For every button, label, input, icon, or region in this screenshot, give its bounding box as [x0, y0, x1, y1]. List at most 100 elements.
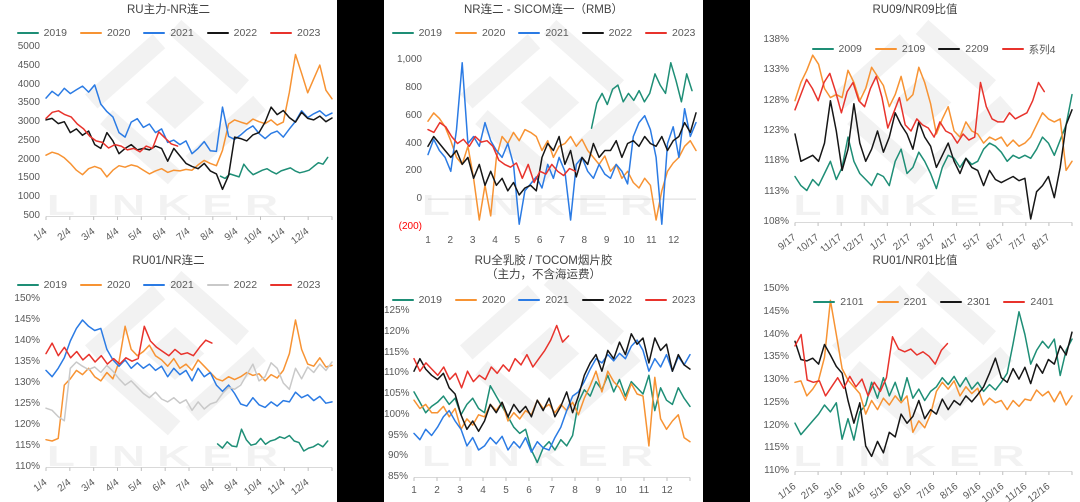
y-axis-tick-label: 145% — [14, 314, 40, 325]
y-axis-tick-label: 118% — [764, 155, 789, 167]
legend-item: 2020 — [79, 279, 130, 291]
legend-item: 2009 — [811, 43, 862, 55]
x-axis-tick-label: 12 — [668, 235, 680, 246]
y-axis-tick-label: 123% — [763, 125, 789, 136]
y-axis-tick-label: 125% — [14, 398, 40, 409]
x-axis-tick-label: 4 — [492, 235, 498, 246]
legend-item: 2209 — [938, 43, 989, 55]
plot-area — [45, 53, 333, 220]
legend-swatch — [143, 31, 166, 35]
plot-area — [427, 62, 697, 225]
chart-title: RU01/NR01比值 — [872, 255, 958, 267]
legend-item: 2023 — [270, 279, 320, 291]
y-axis-tick-label: 3000 — [17, 116, 40, 128]
legend-item: 2022 — [206, 27, 257, 39]
y-axis-tick-label: 130% — [763, 374, 789, 385]
y-axis-tick-label: 90% — [387, 450, 408, 462]
x-axis-tick-label: 11 — [638, 485, 650, 496]
legend-swatch — [270, 31, 293, 35]
legend-swatch — [206, 31, 229, 35]
series-line-2023 — [45, 110, 179, 153]
series-line-2020 — [427, 112, 697, 221]
legend-swatch — [518, 31, 541, 35]
x-axis-tick-label: 7 — [559, 235, 565, 246]
x-axis-tick-label: 4 — [480, 485, 486, 496]
legend-item: 2020 — [454, 27, 506, 39]
chart-title-box: RU全乳胶 / TOCOM烟片胶 （主力，不含海运费） — [384, 254, 703, 282]
legend-item: 2023 — [645, 294, 695, 306]
legend-item: 2201 — [876, 296, 927, 308]
legend-item: 2301 — [940, 296, 990, 308]
y-axis-tick-label: 125% — [384, 305, 410, 316]
chart-ru01-nr01-ratio: RU01/NR01比值 2101 2201 2301 2401 LINKER 150% 1… — [750, 251, 1080, 502]
legend-item: 2401 — [1003, 296, 1054, 308]
legend-label: 2020 — [481, 27, 506, 39]
series-line-2021 — [413, 339, 691, 453]
y-axis-tick-label: 115% — [384, 346, 409, 358]
x-axis-tick-label: 1 — [425, 235, 431, 246]
legend-label: 2022 — [608, 27, 633, 39]
y-axis-tick-label: 128% — [763, 94, 789, 106]
legend-label: 2023 — [672, 27, 696, 39]
legend-item: 2022 — [581, 294, 632, 306]
legend-swatch — [1003, 300, 1026, 304]
series-line-2022 — [45, 106, 333, 191]
series-line-2022 — [45, 361, 333, 422]
legend-item: 2021 — [518, 27, 569, 39]
y-axis-tick-label: 138% — [763, 34, 789, 45]
legend-label: 2101 — [840, 296, 864, 308]
chart-nr2-minus-sicom1: NR连二 - SICOM连一（RMB） 2019 2020 2021 2022 2023… — [384, 0, 703, 251]
y-axis-tick-label: 110% — [15, 461, 40, 472]
legend-item: 2020 — [454, 294, 505, 306]
legend-label: 2021 — [170, 279, 194, 291]
legend-item: 2019 — [16, 279, 67, 291]
series-line-2021 — [427, 62, 697, 225]
series-line-2023 — [427, 121, 577, 184]
x-axis-tick-label: 11 — [646, 235, 657, 246]
legend-swatch — [518, 298, 541, 302]
y-axis-tick-label: 1000 — [17, 191, 40, 203]
chart-title-box: RU01/NR连二 — [0, 254, 337, 268]
legend-item: 2020 — [79, 27, 131, 39]
y-axis-tick-label: 115% — [764, 442, 789, 454]
legend-item: 2019 — [16, 27, 67, 39]
series-line-2209 — [794, 99, 1073, 220]
series-line-2022 — [427, 112, 697, 196]
legend-label: 2023 — [672, 294, 696, 306]
y-axis-tick-label: 200 — [405, 165, 422, 177]
legend-item: 2019 — [391, 27, 442, 39]
y-axis-tick-label: 500 — [23, 210, 40, 221]
y-axis-tick-label: (200) — [398, 221, 422, 232]
legend-swatch — [940, 300, 962, 304]
y-axis-tick-label: 135% — [14, 356, 40, 367]
plot-area — [413, 324, 691, 481]
legend-swatch — [454, 298, 477, 302]
legend-label: 2020 — [106, 27, 131, 39]
series-line-2019 — [590, 62, 693, 129]
legend-label: 2301 — [967, 296, 991, 308]
chart-ru09-nr09-ratio: RU09/NR09比值 2009 2109 2209 系列4 LINKER 138% 13… — [750, 0, 1080, 251]
chart-column-3: RU09/NR09比值 2009 2109 2209 系列4 LINKER 138% 13… — [750, 0, 1080, 502]
x-axis-tick-label: 7 — [549, 485, 555, 496]
y-axis-tick-label: 800 — [405, 81, 422, 93]
y-axis-tick-label: 120% — [763, 419, 789, 431]
legend-label: 2019 — [418, 294, 442, 306]
x-axis-tick-label: 9 — [595, 485, 601, 496]
legend-item: 2021 — [518, 294, 569, 306]
y-axis-tick-label: 110% — [384, 367, 409, 379]
series-line-2401 — [794, 333, 949, 397]
legend: 2019 2020 2021 2022 2023 — [0, 26, 337, 40]
series-line-2023 — [413, 324, 570, 389]
y-axis-tick-label: 130% — [14, 377, 40, 388]
legend: 2019 2020 2021 2022 2023 — [0, 278, 337, 292]
legend-swatch — [876, 300, 899, 304]
legend-label: 2021 — [545, 294, 569, 306]
legend-label: 系列4 — [1028, 43, 1056, 56]
x-axis-tick-label: 2 — [434, 485, 440, 496]
legend-label: 2019 — [43, 279, 67, 291]
y-axis-tick-label: 110% — [764, 465, 789, 476]
legend-swatch — [645, 298, 668, 302]
y-axis-tick-label: 120% — [14, 419, 40, 430]
x-axis-tick-label: 8 — [581, 235, 588, 246]
